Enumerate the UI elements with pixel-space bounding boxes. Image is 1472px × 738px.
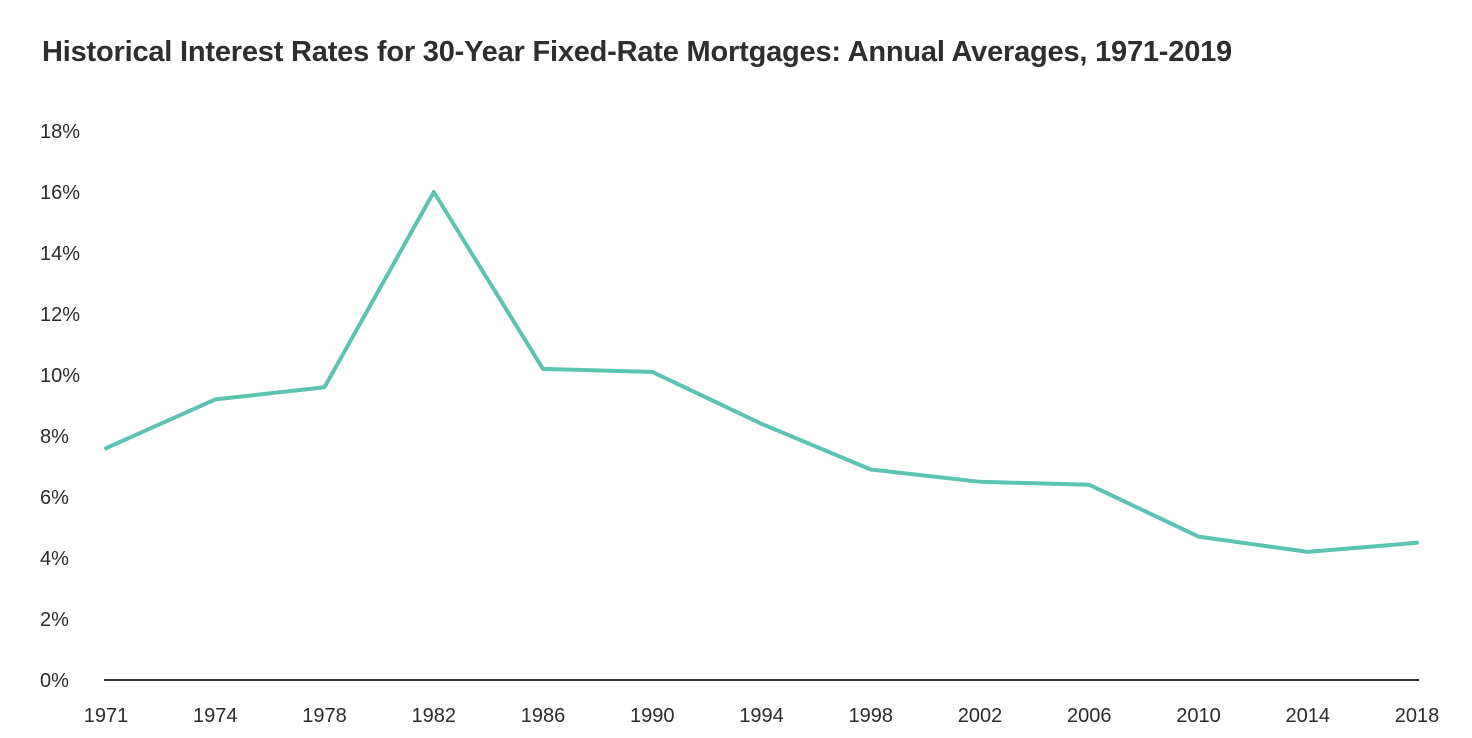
x-tick-label: 2014 — [1286, 705, 1331, 727]
y-tick-label: 14% — [40, 243, 80, 265]
y-tick-label: 4% — [40, 548, 69, 570]
x-tick-label: 1994 — [739, 705, 784, 727]
y-axis-tick-labels: 0% 2% 4% 6% 8% 10% 12% 14% 16% 18% — [40, 121, 80, 692]
x-tick-label: 1982 — [412, 705, 457, 727]
y-tick-label: 8% — [40, 426, 69, 448]
x-tick-label: 1978 — [302, 705, 347, 727]
x-tick-label: 1998 — [849, 705, 894, 727]
x-tick-label: 1974 — [193, 705, 238, 727]
x-tick-label: 2018 — [1395, 705, 1440, 727]
x-tick-label: 1990 — [630, 705, 675, 727]
y-tick-label: 2% — [40, 609, 69, 631]
y-tick-label: 16% — [40, 182, 80, 204]
x-tick-label: 1986 — [521, 705, 566, 727]
y-tick-label: 18% — [40, 121, 80, 143]
y-tick-label: 10% — [40, 365, 80, 387]
x-tick-label: 2002 — [958, 705, 1003, 727]
series-line — [104, 190, 1419, 554]
x-tick-label: 2010 — [1176, 705, 1221, 727]
x-tick-label: 2006 — [1067, 705, 1112, 727]
y-tick-label: 12% — [40, 304, 80, 326]
y-tick-label: 0% — [40, 670, 69, 692]
chart-title: Historical Interest Rates for 30-Year Fi… — [42, 36, 1232, 68]
x-axis-tick-labels: 1971 1974 1978 1982 1986 1990 1994 1998 2002 2006… — [84, 705, 1440, 727]
y-tick-label: 6% — [40, 487, 69, 509]
x-tick-label: 1971 — [84, 705, 129, 727]
